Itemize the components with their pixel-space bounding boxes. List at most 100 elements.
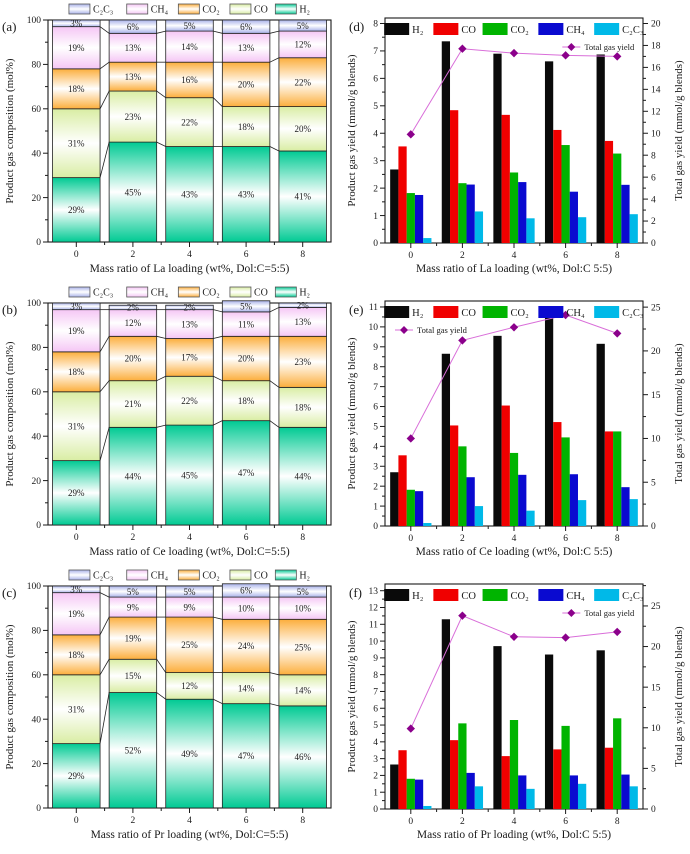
y-right-tick-label: 18	[651, 42, 661, 52]
percent-label: 18%	[68, 84, 85, 94]
bar-H₂-x2	[441, 619, 451, 809]
y-left-tick-label: 11	[369, 620, 378, 630]
x-axis-label: Mass ratio of Ce loading (wt%, Dol:C=5:5…	[89, 546, 290, 558]
segment-CH₄-x6	[221, 311, 271, 337]
y-left-axis-label: Product gas yield (mmol/g blends)	[346, 54, 358, 206]
connector-line	[269, 703, 280, 707]
y-tick-label: 100	[27, 582, 42, 592]
connector-line	[213, 309, 223, 313]
y-right-tick-label: 2	[651, 217, 656, 227]
segment-C₂C₃-x0	[52, 19, 101, 28]
y-tick-label: 60	[32, 105, 42, 115]
percent-label: 24%	[238, 641, 255, 651]
x-tick-label: 0	[408, 251, 413, 261]
bar-CH₄-x2	[466, 477, 475, 526]
legend-swatch	[482, 23, 508, 35]
bar-H₂-x6	[544, 654, 554, 809]
legend-swatch	[482, 589, 508, 601]
segment-CH₄-x6	[221, 32, 271, 63]
percent-label: 18%	[68, 650, 85, 660]
x-tick-label: 6	[563, 534, 568, 544]
connector-line	[213, 30, 223, 34]
total-gas-yield-legend: Total gas yield	[562, 42, 635, 52]
axes: 0 20 40 60 80 100 0 2 4 6 8	[27, 299, 332, 543]
segment-H₂-x0	[52, 743, 101, 809]
x-tick-label: 6	[563, 251, 568, 261]
bar-CH₄-x0	[414, 779, 424, 809]
segment-CO-x6	[221, 106, 271, 147]
x-tick-label: 8	[615, 817, 620, 827]
panel-f-yield-Pr: 0 1 2 3 4 5 6 7 8 9 10 11 12 13 0 5 10 15 20 25 0 2 4 6 8 H₂ CO CO₂…	[345, 566, 690, 849]
percent-label: 13%	[125, 43, 142, 53]
segment-H₂-x6	[221, 703, 271, 809]
y-left-tick-label: 10	[369, 323, 379, 333]
percent-label: 5%	[184, 587, 197, 597]
percent-label: 23%	[125, 112, 142, 122]
percent-label: 6%	[127, 22, 140, 32]
percent-label: 43%	[238, 189, 255, 199]
segment-CH₄-x0	[52, 592, 101, 636]
connector-line	[213, 698, 223, 705]
bar-CO-x4	[501, 114, 510, 243]
y-left-tick-label: 7	[373, 383, 378, 393]
legend-swatch	[594, 306, 620, 318]
y-left-tick-label: 4	[373, 443, 378, 453]
bar-CO₂-x2	[458, 446, 467, 526]
bar-C₂C₃-x2	[474, 506, 484, 526]
bar-CO-x2	[450, 425, 459, 526]
percent-label: 11%	[238, 319, 255, 329]
connector-line	[156, 30, 166, 34]
x-tick-label: 2	[460, 534, 465, 544]
y-right-tick-label: 16	[651, 64, 661, 74]
percent-label: 49%	[181, 749, 198, 759]
y-right-tick-label: 15	[651, 391, 661, 401]
segment-CH₄-x2	[108, 309, 158, 337]
panel-label: (b)	[2, 302, 17, 317]
x-tick-label: 4	[187, 250, 192, 260]
y-right-tick-label: 10	[651, 724, 661, 734]
bar-C₂C₃-x4	[526, 788, 535, 809]
segment-C₂C₃-x4	[165, 19, 214, 32]
panel-label: (c)	[2, 585, 16, 600]
percent-label: 45%	[181, 470, 198, 480]
segment-C₂C₃-x6	[221, 300, 271, 313]
bar-CH₄-x4	[518, 775, 527, 809]
y-left-tick-label: 5	[373, 721, 378, 731]
bar-C₂C₃-x8	[629, 214, 638, 243]
bar-C₂C₃-x2	[474, 786, 484, 809]
legend-label: C₂C₃	[93, 571, 113, 582]
segment-CH₄-x4	[165, 30, 214, 63]
legend-swatch	[538, 306, 564, 318]
connector-line	[99, 616, 110, 636]
y-right-tick-label: 20	[651, 20, 661, 30]
bar-C₂C₃-x6	[577, 783, 587, 809]
percent-labels: 29% 31% 18% 19% 3% 52% 15% 19% 9% 5% 49% 12% 25% 9% 5%…	[68, 585, 311, 781]
segment-CO₂-x2	[108, 61, 158, 92]
connector-line	[213, 420, 223, 426]
segment-CO-x8	[278, 106, 327, 152]
segment-CO₂-x8	[278, 57, 327, 107]
legend: C₂C₃ CH₄ CO₂ CO H₂	[68, 286, 310, 299]
y-tick-label: 20	[32, 760, 42, 770]
total-gas-yield-line	[406, 44, 622, 139]
percent-label: 9%	[127, 602, 140, 612]
segment-CO₂-x8	[278, 618, 327, 676]
connector-line	[156, 141, 166, 147]
y-left-tick-label: 0	[373, 522, 378, 532]
bar-CO₂-x0	[406, 193, 415, 243]
legend-label: CO	[461, 25, 476, 36]
y-tick-label: 100	[27, 299, 42, 309]
y-right-tick-label: 0	[651, 805, 656, 815]
x-tick-label: 8	[615, 534, 620, 544]
percent-label: 3%	[70, 19, 83, 29]
panel-label: (e)	[349, 302, 363, 317]
segment-C₂C₃-x8	[278, 302, 327, 308]
chart-a: 0 20 40 60 80 100 0 2 4 6 8 29% 31% 18% 19% 3% 45% 23% 13%…	[2, 3, 332, 275]
y-left-tick-label: 11	[369, 303, 378, 313]
segment-H₂-x0	[52, 460, 101, 526]
panel-label: (a)	[2, 19, 16, 34]
percent-label: 22%	[181, 117, 198, 127]
chart-b: 0 20 40 60 80 100 0 2 4 6 8 29% 31% 18% 19% 3% 44% 21% 20%…	[2, 286, 332, 558]
y-left-tick-label: 0	[373, 239, 378, 249]
